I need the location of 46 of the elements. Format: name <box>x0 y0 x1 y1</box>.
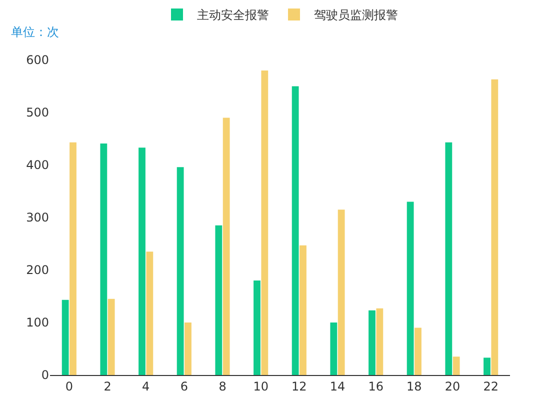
bar <box>484 358 490 375</box>
bar <box>300 245 306 375</box>
y-axis-title: 单位：次 <box>11 25 59 39</box>
bar <box>368 310 376 375</box>
bar <box>222 118 230 375</box>
bar <box>376 308 384 375</box>
bar <box>491 79 498 375</box>
bar <box>406 202 414 375</box>
bar <box>184 322 192 375</box>
y-tick-label: 600 <box>26 53 49 68</box>
x-tick-label: 12 <box>292 379 307 394</box>
x-tick-label: 18 <box>406 379 422 394</box>
y-tick-label: 400 <box>26 158 49 172</box>
bar <box>100 143 108 375</box>
x-tick-label: 4 <box>142 379 150 394</box>
bar <box>108 298 115 375</box>
bar <box>452 356 460 375</box>
bar <box>70 142 76 375</box>
legend-label: 驾驶员监测报警 <box>314 8 398 22</box>
y-tick-label: 100 <box>26 316 49 330</box>
x-tick-label: 2 <box>104 379 112 394</box>
x-tick-label: 20 <box>444 379 460 394</box>
bar <box>261 70 268 375</box>
bar <box>445 142 452 375</box>
y-tick-label: 500 <box>26 106 49 120</box>
x-tick-label: 8 <box>218 379 226 394</box>
bar <box>292 86 299 375</box>
bar <box>146 252 154 375</box>
x-tick-label: 6 <box>180 379 188 394</box>
y-tick-label: 200 <box>26 263 49 278</box>
y-tick-label: 300 <box>26 210 49 225</box>
x-tick-label: 0 <box>65 379 73 394</box>
bar <box>330 322 338 375</box>
x-tick-label: 22 <box>483 379 498 394</box>
legend-label: 主动安全报警 <box>197 8 269 22</box>
x-tick-label: 16 <box>368 379 384 394</box>
bar <box>254 280 260 375</box>
bar <box>138 148 146 375</box>
x-tick-label: 10 <box>253 379 268 394</box>
y-tick-label: 0 <box>41 368 49 382</box>
bar <box>338 210 345 375</box>
bar <box>414 328 422 375</box>
bar <box>176 167 184 375</box>
bar <box>215 225 222 375</box>
x-tick-label: 14 <box>330 379 346 394</box>
bar <box>62 300 69 375</box>
